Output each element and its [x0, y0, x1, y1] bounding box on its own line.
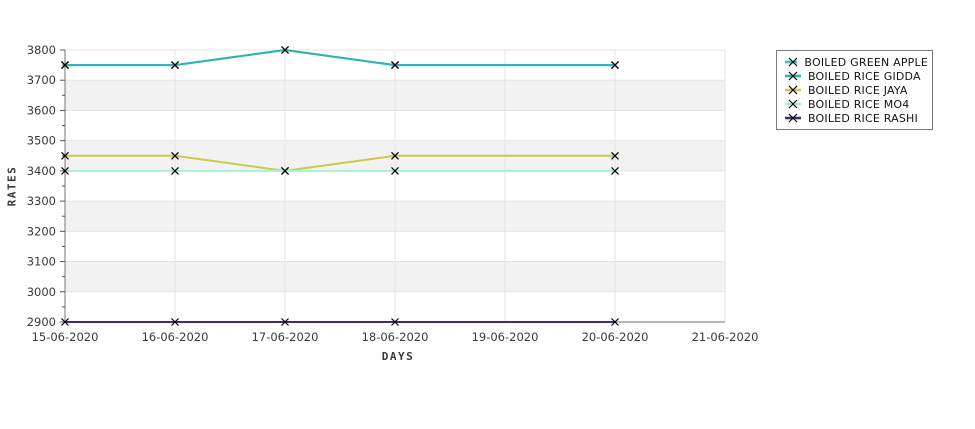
series-markers-boiled-rice-rashi: [61, 318, 619, 326]
legend-item-label: BOILED RICE GIDDA: [808, 69, 921, 83]
y-tick-label: 3800: [27, 43, 56, 57]
legend-item-boiled-rice-gidda: BOILED RICE GIDDA: [785, 69, 928, 83]
y-tick-label: 3400: [27, 164, 56, 178]
legend-item-boiled-rice-mo4: BOILED RICE MO4: [785, 97, 928, 111]
x-marker: [171, 61, 179, 70]
series-markers-boiled-rice-mo4: [61, 166, 619, 175]
x-tick-label: 17-06-2020: [252, 330, 319, 344]
legend-item-boiled-green-apple: BOILED GREEN APPLE: [785, 55, 928, 69]
y-tick-label: 2900: [27, 315, 56, 329]
x-tick-label: 20-06-2020: [582, 330, 649, 344]
y-tick-label: 3200: [27, 224, 56, 238]
legend-x-glyph: [788, 57, 798, 67]
legend-x-glyph: [788, 113, 798, 123]
y-tick-label: 3100: [27, 255, 56, 269]
legend-item-boiled-rice-jaya: BOILED RICE JAYA: [785, 83, 928, 97]
y-tick-label: 3500: [27, 134, 56, 148]
x-marker: [611, 318, 619, 326]
legend-item-label: BOILED RICE RASHI: [808, 111, 918, 125]
legend-x-glyph: [788, 71, 798, 81]
series-line-boiled-rice-gidda: [65, 48, 615, 67]
y-tick-label: 3600: [27, 103, 56, 117]
x-axis-title: DAYS: [381, 350, 415, 363]
y-tick-label: 3000: [27, 285, 56, 299]
x-marker: [611, 151, 619, 160]
series-markers: [61, 46, 619, 326]
x-marker: [391, 166, 399, 175]
x-marker: [171, 318, 179, 326]
legend: BOILED GREEN APPLE BOILED RICE GIDDA BOILE…: [776, 50, 933, 130]
x-tick-labels: 15-06-2020 16-06-2020 17-06-2020 18-06-2020…: [32, 330, 759, 344]
x-tick-label: 18-06-2020: [362, 330, 429, 344]
x-tick-label: 16-06-2020: [142, 330, 209, 344]
x-marker: [61, 166, 69, 175]
x-marker: [61, 318, 69, 326]
x-marker: [61, 61, 69, 70]
x-tick-label: 15-06-2020: [32, 330, 99, 344]
x-marker: [281, 318, 289, 326]
legend-item-boiled-rice-rashi: BOILED RICE RASHI: [785, 111, 928, 125]
legend-marker-icon: [785, 85, 801, 95]
legend-item-label: BOILED GREEN APPLE: [804, 55, 928, 69]
legend-marker-icon: [785, 113, 801, 123]
y-tick-labels: 2900 3000 3100 3200 3300 3400 3500 3600 3700 3800: [27, 43, 56, 329]
x-marker: [611, 61, 619, 70]
x-marker: [61, 151, 69, 160]
x-marker: [391, 318, 399, 326]
y-axis-title: RATES: [5, 165, 19, 207]
x-tick-label: 19-06-2020: [472, 330, 539, 344]
x-marker: [391, 61, 399, 70]
legend-marker-icon: [785, 99, 801, 109]
x-marker: [171, 166, 179, 175]
x-marker: [171, 151, 179, 160]
x-marker: [391, 151, 399, 160]
x-tick-label: 21-06-2020: [692, 330, 759, 344]
y-tick-label: 3700: [27, 73, 56, 87]
x-marker: [281, 46, 289, 54]
legend-item-label: BOILED RICE JAYA: [808, 83, 908, 97]
legend-item-label: BOILED RICE MO4: [808, 97, 910, 111]
legend-x-glyph: [788, 99, 798, 109]
legend-marker-icon: [785, 71, 801, 81]
y-tick-label: 3300: [27, 194, 56, 208]
y-ticks: [60, 49, 65, 323]
x-marker: [281, 166, 289, 175]
legend-x-glyph: [788, 85, 798, 95]
x-marker: [611, 166, 619, 175]
series-markers-boiled-rice-gidda: [61, 46, 619, 70]
legend-marker-icon: [785, 57, 798, 67]
